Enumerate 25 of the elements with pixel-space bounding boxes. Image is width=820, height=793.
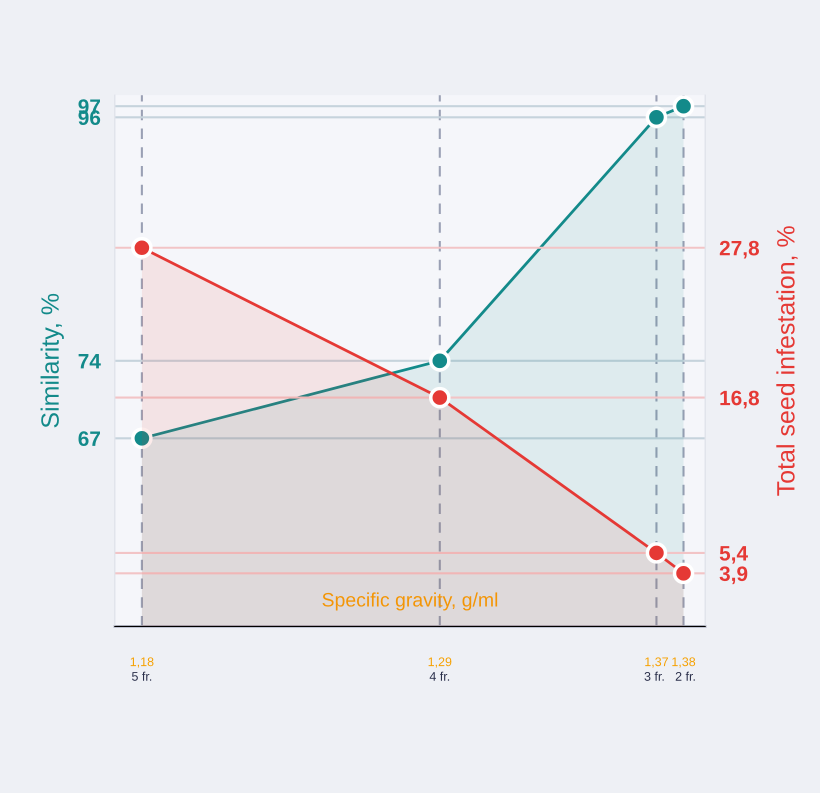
text: 4 fr.: [430, 672, 450, 681]
text: 3 fr.: [644, 672, 664, 681]
y-tick-label: 67: [78, 431, 100, 446]
point: [672, 562, 694, 584]
text: 2 fr.: [676, 672, 695, 681]
x-tick-label: 1,18: [130, 657, 154, 668]
y-tick-label: 74: [78, 354, 101, 368]
x-tick-label: 1,29: [428, 657, 452, 668]
point: [429, 386, 451, 408]
point: [429, 350, 451, 372]
x-axis-title: Specific gravity, g/ml: [322, 592, 498, 611]
x-tick-label: 1,37: [645, 657, 668, 668]
point: [672, 95, 694, 117]
point: [646, 106, 668, 128]
y2-tick-label: 27,8: [720, 240, 759, 259]
text: 5 fr.: [132, 672, 152, 681]
y2-tick-label: 5,4: [720, 546, 748, 564]
point: [131, 428, 153, 450]
point: [646, 542, 668, 564]
y2-axis-title: Total seed infestation, %: [776, 226, 798, 496]
y2-tick-label: 3,9: [720, 566, 748, 584]
y2-tick-label: 16,8: [720, 390, 759, 408]
y-axis-title: Similarity, %: [40, 294, 64, 428]
point: [131, 236, 153, 259]
x-tick-label: 1,38: [672, 657, 696, 668]
